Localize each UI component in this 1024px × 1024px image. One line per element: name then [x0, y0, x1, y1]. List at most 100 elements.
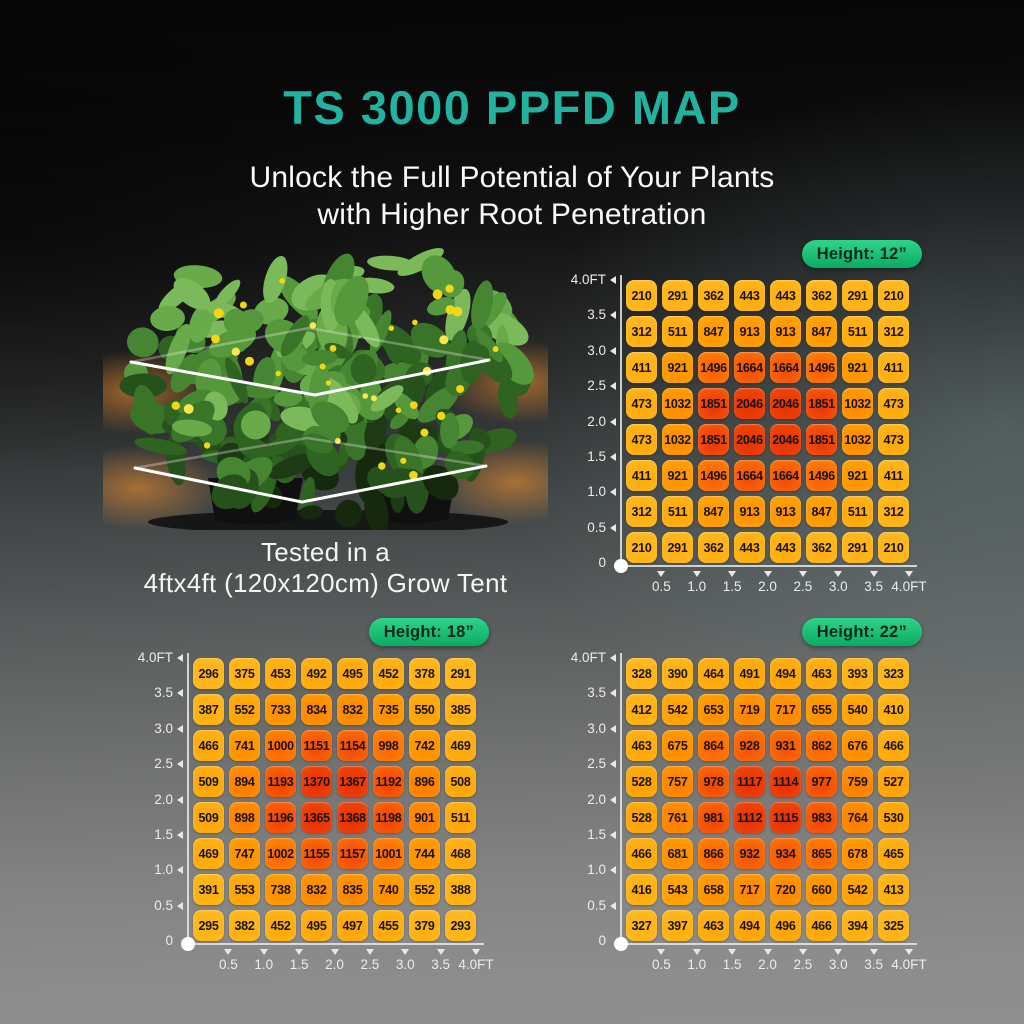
leaf	[165, 323, 191, 375]
leaf	[150, 306, 185, 331]
ppfd-cell: 1002	[265, 838, 296, 869]
subtitle-line-1: Unlock the Full Potential of Your Plants	[249, 161, 775, 194]
ppfd-cell: 466	[193, 730, 224, 761]
origin-dot	[614, 559, 628, 573]
ppfd-cell: 835	[337, 874, 368, 905]
ppfd-cell: 495	[301, 910, 332, 941]
y-axis-label: 3.5	[587, 685, 606, 701]
x-tick-marker	[259, 949, 268, 955]
ppfd-cell: 443	[770, 280, 801, 311]
ppfd-cell: 717	[734, 874, 765, 905]
leaf	[299, 505, 324, 520]
ppfd-cell: 312	[878, 496, 909, 527]
y-tick-marker	[610, 830, 616, 839]
ppfd-cell: 466	[626, 838, 657, 869]
ppfd-cell: 1664	[770, 460, 801, 491]
x-axis-label: 3.0	[828, 579, 848, 594]
y-axis-label: 3.0	[587, 342, 606, 358]
ppfd-cell: 379	[409, 910, 440, 941]
y-tick-marker	[610, 760, 616, 769]
ppfd-cell: 362	[698, 532, 729, 563]
x-axis-line	[620, 943, 917, 945]
y-tick-marker	[177, 724, 183, 733]
ppfd-cell: 390	[662, 658, 693, 689]
x-axis-label: 2.0	[758, 957, 777, 972]
y-tick-marker	[610, 901, 616, 910]
ppfd-cell: 210	[878, 532, 909, 563]
ppfd-cell: 1032	[842, 424, 873, 455]
leaf	[170, 354, 200, 393]
x-axis-label: 3.0	[395, 957, 415, 972]
ppfd-cell: 412	[626, 694, 657, 725]
ppfd-cell: 210	[626, 532, 657, 563]
ppfd-cell: 759	[842, 766, 873, 797]
x-axis-line	[620, 565, 917, 567]
ppfd-cell: 735	[373, 694, 404, 725]
x-tick-marker	[472, 949, 480, 955]
y-axis-label: 0	[598, 555, 606, 570]
y-tick-marker	[610, 488, 616, 497]
flower	[445, 305, 455, 315]
ppfd-cell: 1851	[698, 388, 729, 419]
ppfd-cell: 1198	[373, 802, 404, 833]
y-tick-marker	[610, 311, 616, 320]
ppfd-cell: 411	[626, 460, 657, 491]
y-axis-label: 1.0	[587, 484, 606, 500]
leaf	[389, 410, 410, 430]
ppfd-cell: 653	[698, 694, 729, 725]
flower	[329, 345, 337, 352]
flower	[409, 470, 418, 480]
flower	[211, 334, 220, 344]
y-axis-label: 1.5	[587, 448, 606, 464]
caption-line-2: 4ftx4ft (120x120cm) Grow Tent	[143, 568, 508, 598]
y-tick-marker	[610, 654, 616, 662]
leaf	[240, 410, 271, 440]
ppfd-cell: 921	[662, 352, 693, 383]
ppfd-cell: 1664	[770, 352, 801, 383]
x-tick-marker	[763, 949, 772, 955]
ppfd-cell: 744	[409, 838, 440, 869]
y-axis-line	[620, 275, 622, 567]
flower	[395, 407, 402, 414]
ppfd-cell: 388	[445, 874, 476, 905]
ppfd-cell: 323	[878, 658, 909, 689]
y-tick-marker	[177, 689, 183, 698]
y-axis-label: 4.0FT	[570, 650, 606, 665]
ppfd-cell: 1664	[734, 460, 765, 491]
x-tick-marker	[798, 949, 807, 955]
ppfd-cell: 847	[698, 496, 729, 527]
ppfd-cell: 931	[770, 730, 801, 761]
y-axis-label: 2.5	[587, 378, 606, 394]
heatmap-cells: 210 291 362 443 443 362 291 210 312 511 847 913 913 8…	[626, 280, 909, 563]
ppfd-cell: 862	[806, 730, 837, 761]
x-tick-marker	[834, 949, 843, 955]
ppfd-cell: 443	[734, 532, 765, 563]
ppfd-cell: 528	[626, 766, 657, 797]
ppfd-cell: 1496	[698, 352, 729, 383]
leaf	[173, 278, 211, 310]
ppfd-cell: 291	[842, 532, 873, 563]
x-tick-marker	[330, 949, 339, 955]
y-axis-label: 4.0FT	[137, 650, 173, 665]
ppfd-cell: 550	[409, 694, 440, 725]
y-axis-label: 4.0FT	[570, 272, 606, 287]
ppfd-chart-height-12: Height: 12” 210 291 362 443 443 362 291 210 312 51…	[566, 232, 927, 636]
ppfd-cell: 761	[662, 802, 693, 833]
y-axis-label: 1.5	[154, 826, 173, 842]
ppfd-cell: 312	[626, 316, 657, 347]
flower	[319, 363, 326, 370]
flower	[439, 335, 449, 345]
x-tick-marker	[365, 949, 374, 955]
ppfd-cell: 511	[842, 316, 873, 347]
ppfd-cell: 658	[698, 874, 729, 905]
flower	[370, 395, 377, 402]
ppfd-cell: 387	[193, 694, 224, 725]
ppfd-cell: 2046	[734, 388, 765, 419]
leaf	[211, 474, 249, 510]
ppfd-cell: 463	[806, 658, 837, 689]
ppfd-cell: 719	[734, 694, 765, 725]
leaf	[421, 255, 456, 294]
heatmap-cells: 328 390 464 491 494 463 393 323 412 542 653 719 717 6…	[626, 658, 909, 941]
ppfd-cell: 1851	[698, 424, 729, 455]
subtitle-line-2: with Higher Root Penetration	[317, 198, 707, 231]
